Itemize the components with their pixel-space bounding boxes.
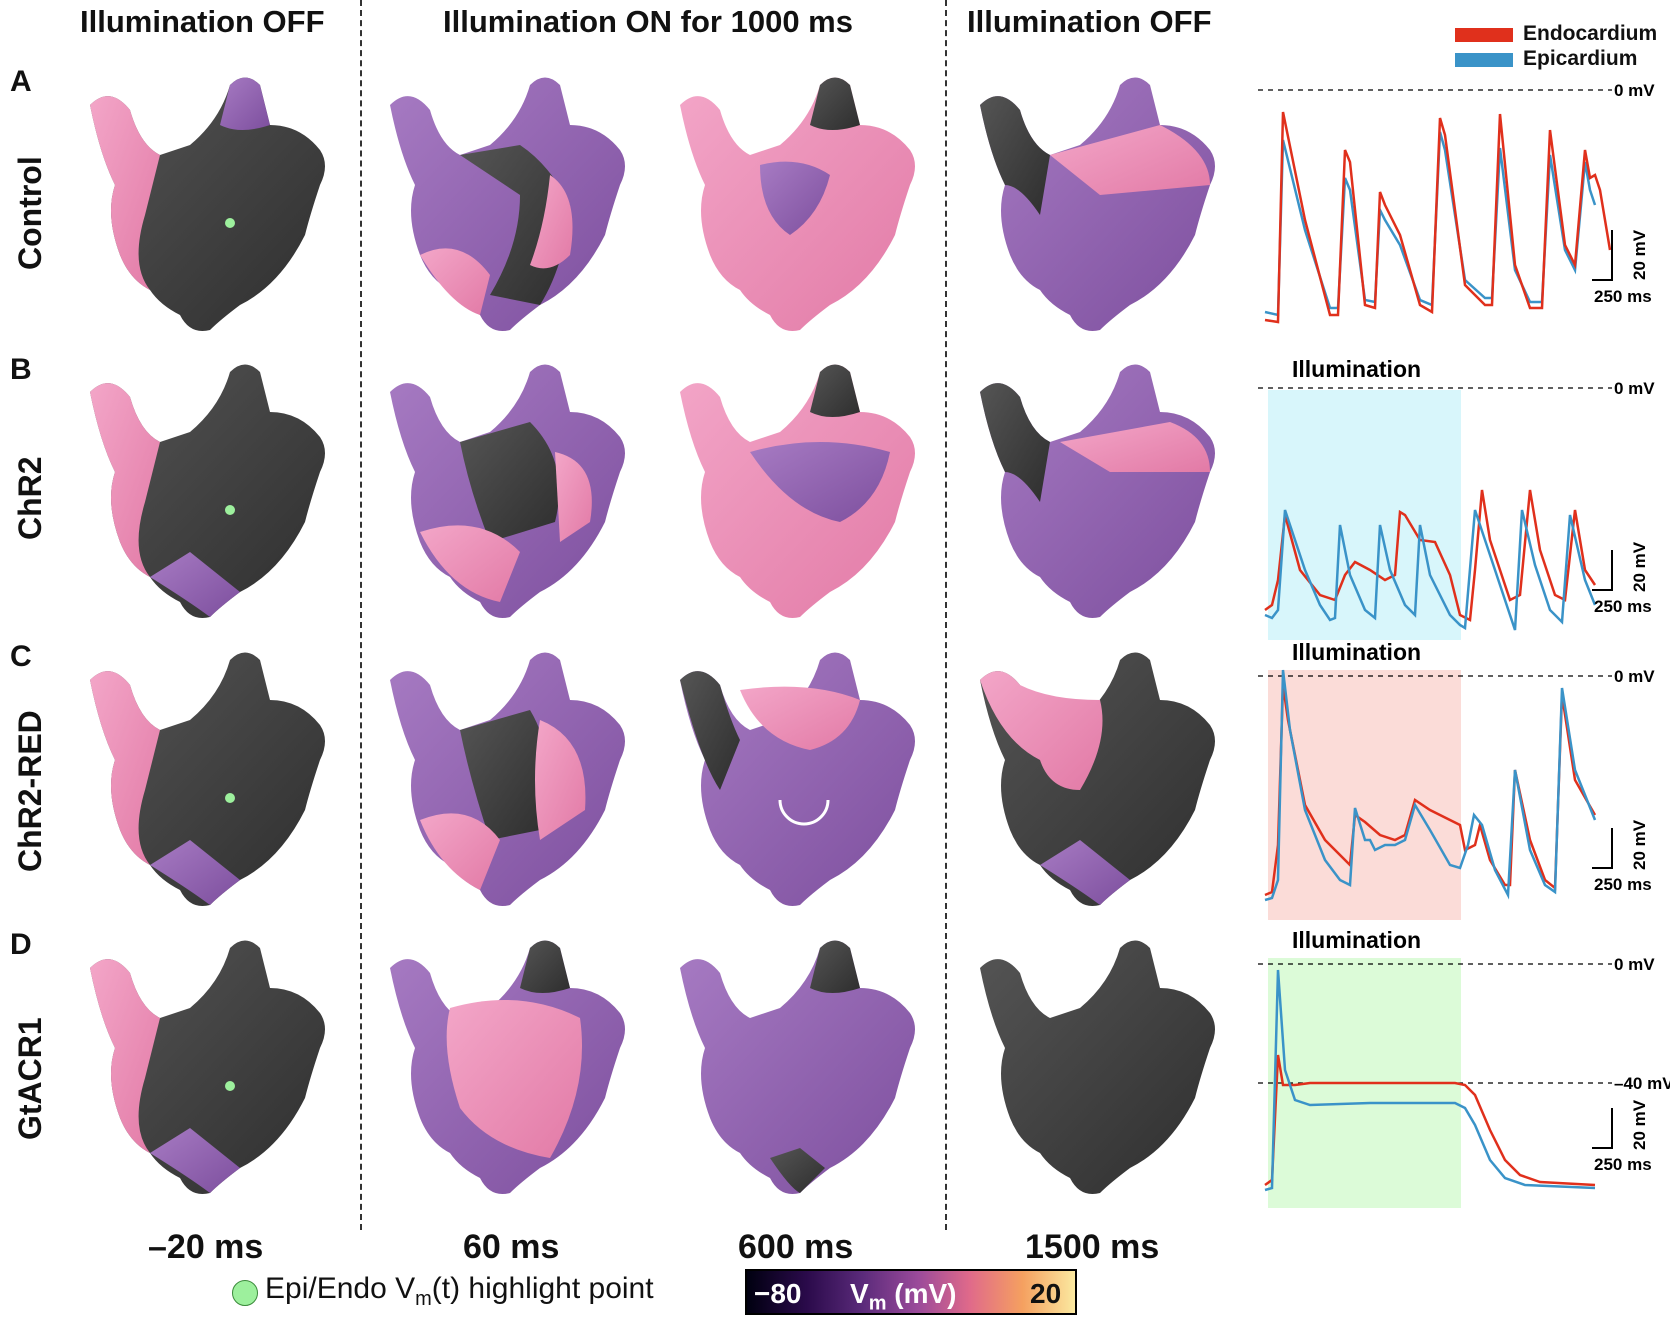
row-label-chr2-red: ChR2-RED bbox=[12, 710, 48, 872]
heart-c-60 bbox=[370, 640, 650, 910]
scale-v-d: 20 mV bbox=[1630, 1099, 1649, 1150]
row-letter-b: B bbox=[10, 353, 32, 386]
scale-v-a: 20 mV bbox=[1630, 229, 1649, 280]
illum-label-b: Illumination bbox=[1292, 356, 1421, 382]
row-label-chr2: ChR2 bbox=[12, 456, 48, 540]
zero-label-a: 0 mV bbox=[1614, 81, 1655, 100]
heart-c-600 bbox=[680, 640, 940, 910]
scale-t-b: 250 ms bbox=[1594, 597, 1652, 616]
heart-b-1500 bbox=[980, 352, 1240, 622]
zero-label-d: 0 mV bbox=[1614, 955, 1655, 974]
header-illumination-off-1: Illumination OFF bbox=[80, 4, 325, 39]
heart-b-60 bbox=[370, 352, 650, 622]
zero-label-b: 0 mV bbox=[1614, 379, 1655, 398]
trace-a-endo bbox=[1264, 111, 1612, 324]
illum-label-c: Illumination bbox=[1292, 639, 1421, 665]
trace-panel: 0 mV 250 ms 20 mV Illumination 0 mV 250 … bbox=[1258, 81, 1670, 1208]
highlight-point-label: Epi/Endo Vm(t) highlight point bbox=[265, 1272, 654, 1310]
legend-epi-label: Epicardium bbox=[1523, 47, 1638, 70]
colorbar-min: −80 bbox=[754, 1278, 802, 1309]
illum-label-d: Illumination bbox=[1292, 927, 1421, 953]
colorbar bbox=[745, 1269, 1077, 1315]
heart-b-600 bbox=[660, 364, 940, 622]
row-letter-c: C bbox=[10, 640, 32, 673]
header-illumination-off-2: Illumination OFF bbox=[967, 4, 1212, 39]
trace-b-endo bbox=[1264, 489, 1597, 622]
scale-t-c: 250 ms bbox=[1594, 875, 1652, 894]
heart-b-minus20 bbox=[90, 352, 350, 622]
scale-v-b: 20 mV bbox=[1630, 541, 1649, 592]
heart-a-minus20 bbox=[90, 77, 350, 335]
trace-b-epi bbox=[1264, 509, 1597, 631]
scale-t-a: 250 ms bbox=[1594, 287, 1652, 306]
heart-d-minus20 bbox=[90, 928, 350, 1198]
time-60: 60 ms bbox=[463, 1228, 560, 1266]
scale-v-c: 20 mV bbox=[1630, 819, 1649, 870]
heart-a-600 bbox=[660, 77, 940, 335]
legend-epi-swatch bbox=[1455, 53, 1513, 67]
row-letter-a: A bbox=[10, 65, 32, 98]
time-600: 600 ms bbox=[738, 1228, 854, 1266]
time-1500: 1500 ms bbox=[1025, 1228, 1160, 1266]
time-minus20: –20 ms bbox=[148, 1228, 264, 1266]
legend-endo-label: Endocardium bbox=[1523, 22, 1658, 45]
row-label-gtacr1: GtACR1 bbox=[12, 1017, 48, 1140]
heart-d-60 bbox=[370, 940, 650, 1198]
heart-d-1500 bbox=[960, 928, 1240, 1198]
heart-a-1500 bbox=[980, 65, 1240, 335]
zero-label-c: 0 mV bbox=[1614, 667, 1655, 686]
header-illumination-on: Illumination ON for 1000 ms bbox=[443, 4, 853, 39]
colorbar-max: 20 bbox=[1030, 1278, 1062, 1309]
minus40-label-d: –40 mV bbox=[1614, 1074, 1670, 1093]
colorbar-label: Vm (mV) bbox=[850, 1278, 957, 1315]
heart-d-600 bbox=[660, 940, 940, 1198]
row-label-control: Control bbox=[12, 156, 48, 270]
trace-d-epi bbox=[1264, 969, 1596, 1192]
legend-endo-swatch bbox=[1455, 28, 1513, 42]
highlight-point-icon bbox=[232, 1280, 258, 1306]
trace-c-epi bbox=[1264, 669, 1597, 902]
trace-d-endo bbox=[1264, 1054, 1596, 1187]
heart-a-60 bbox=[370, 65, 650, 335]
heart-c-1500 bbox=[980, 640, 1240, 910]
heart-c-minus20 bbox=[90, 640, 350, 910]
separator-2 bbox=[945, 0, 947, 1230]
scale-t-d: 250 ms bbox=[1594, 1155, 1652, 1174]
row-letter-d: D bbox=[10, 928, 32, 961]
separator-1 bbox=[360, 0, 362, 1230]
